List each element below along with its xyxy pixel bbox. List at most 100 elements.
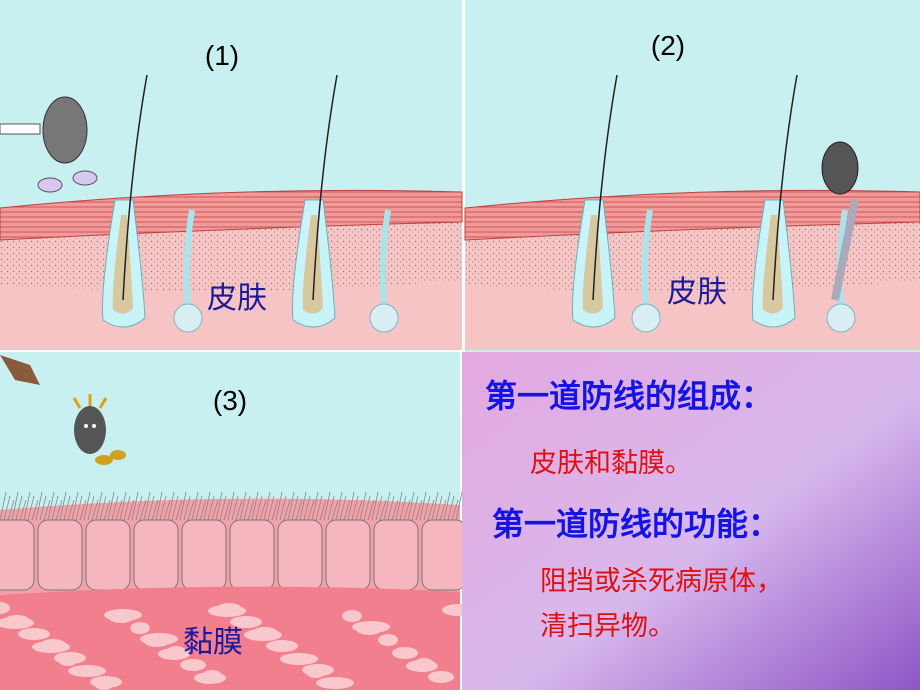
- gland: [173, 303, 203, 333]
- cilium: [0, 491, 7, 521]
- spot: [406, 660, 438, 672]
- root: [582, 215, 603, 314]
- cilium: [155, 491, 163, 521]
- cilium: [251, 491, 259, 521]
- germ-figure: [821, 141, 859, 195]
- text-box-bg: [462, 352, 920, 690]
- root: [762, 215, 783, 314]
- cilium: [99, 495, 107, 521]
- hair: [122, 74, 148, 301]
- cilium: [131, 491, 139, 521]
- cilium: [51, 495, 59, 521]
- cilium: [359, 491, 367, 521]
- cilium: [35, 491, 43, 521]
- cilium: [243, 495, 251, 521]
- panel-mucosa: [0, 352, 474, 690]
- cilium: [419, 491, 427, 521]
- cilium: [407, 491, 415, 521]
- spot: [0, 602, 10, 614]
- cilium: [303, 495, 311, 521]
- cilium: [435, 495, 443, 521]
- cilium: [219, 495, 227, 521]
- spot: [266, 640, 298, 652]
- cilium: [147, 495, 155, 521]
- spot: [68, 665, 106, 677]
- germ-foot: [72, 170, 98, 186]
- cilium: [431, 491, 439, 521]
- cilium: [447, 495, 455, 521]
- tissue-spots: [0, 602, 474, 690]
- cell: [37, 519, 83, 591]
- cilium: [123, 495, 131, 521]
- cilium: [331, 499, 339, 521]
- cilium: [119, 491, 127, 521]
- cell: [373, 519, 419, 591]
- cilium: [391, 499, 399, 521]
- cilium: [67, 499, 75, 521]
- spot: [428, 671, 454, 683]
- cilium: [287, 491, 295, 521]
- spot: [208, 605, 246, 617]
- heading: 第一道防线的组成：: [485, 377, 773, 415]
- cilium: [187, 499, 195, 521]
- spot: [130, 622, 150, 634]
- cilium: [151, 499, 159, 521]
- cilium: [139, 499, 147, 521]
- cilium: [55, 499, 63, 521]
- cilium: [267, 495, 275, 521]
- cilium: [315, 495, 323, 521]
- gland: [826, 303, 856, 333]
- cilium: [91, 499, 99, 521]
- cilium: [379, 499, 387, 521]
- germ-foot: [37, 177, 63, 193]
- cilium: [271, 499, 279, 521]
- cilia: [0, 491, 463, 521]
- cilium: [299, 491, 307, 521]
- cilium: [323, 491, 331, 521]
- cilium: [311, 491, 319, 521]
- epithelial-cells: [0, 519, 467, 591]
- cilium: [375, 495, 383, 521]
- cilium: [455, 491, 463, 521]
- cilium: [191, 491, 199, 521]
- cilium: [347, 491, 355, 521]
- body-text: 皮肤和黏膜。: [530, 448, 692, 479]
- spot: [194, 672, 226, 684]
- germ-figure: [72, 394, 126, 465]
- cilium: [239, 491, 247, 521]
- cilium: [247, 499, 255, 521]
- cilium: [363, 495, 371, 521]
- cilium: [439, 499, 447, 521]
- sword: [0, 123, 41, 135]
- cilium: [107, 491, 115, 521]
- spot: [180, 659, 206, 671]
- panel-caption: 黏膜: [183, 625, 243, 660]
- cilium: [327, 495, 335, 521]
- spot: [0, 617, 34, 629]
- cilium: [87, 495, 95, 521]
- cilium: [143, 491, 151, 521]
- cilium: [207, 495, 215, 521]
- spot: [392, 647, 418, 659]
- cilium: [11, 491, 19, 521]
- cilium: [27, 495, 35, 521]
- cell: [0, 519, 35, 591]
- cilium: [211, 499, 219, 521]
- root: [112, 215, 133, 314]
- cilium: [411, 495, 419, 521]
- cilium: [343, 499, 351, 521]
- cilium: [235, 499, 243, 521]
- cilium: [95, 491, 103, 521]
- cilium: [71, 491, 79, 521]
- body-text: 阻挡或杀死病原体，: [540, 566, 783, 597]
- spot: [342, 610, 362, 622]
- cilium: [387, 495, 395, 521]
- root: [302, 215, 323, 314]
- body-text: 清扫异物。: [540, 611, 675, 642]
- duct: [641, 209, 653, 306]
- hair: [772, 74, 798, 301]
- cilium: [403, 499, 411, 521]
- cilium: [83, 491, 91, 521]
- cilium: [399, 495, 407, 521]
- cilium: [59, 491, 67, 521]
